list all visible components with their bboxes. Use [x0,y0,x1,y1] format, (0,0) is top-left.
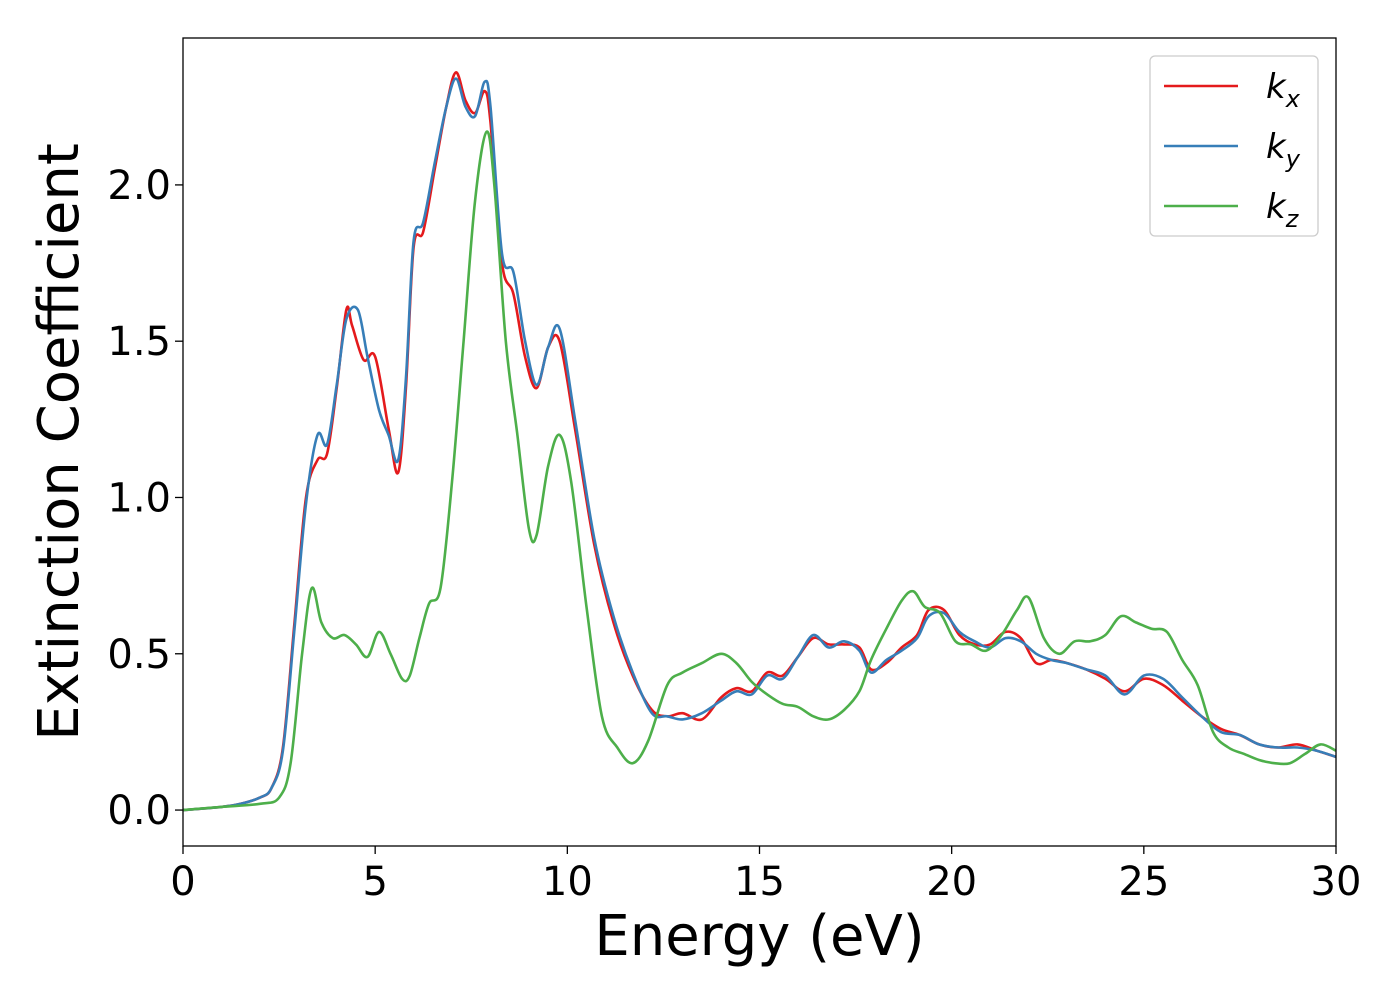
series-line-y [182,77,1337,812]
y-axis: 0.0 0.5 1.0 1.5 2.0 [107,163,183,834]
plot-background [183,38,1336,846]
y-tick-label: 1.5 [107,319,171,365]
y-tick-label: 0.5 [107,632,171,678]
x-axis-title: Energy (eV) [594,904,924,969]
series-layer [182,71,1337,812]
x-tick-label: 25 [1118,859,1169,905]
x-tick-label: 20 [926,859,977,905]
x-tick-label: 30 [1311,859,1362,905]
x-tick-label: 10 [542,859,593,905]
y-tick-label: 0.0 [107,788,171,834]
y-axis-title: Extinction Coefficient [27,143,92,741]
x-axis: 0 5 10 15 20 25 30 [170,846,1361,905]
x-tick-label: 0 [170,859,195,905]
series-line-z [182,130,1337,812]
y-tick-label: 2.0 [107,163,171,209]
y-tick-label: 1.0 [107,475,171,521]
x-tick-label: 15 [734,859,785,905]
x-tick-label: 5 [362,859,387,905]
